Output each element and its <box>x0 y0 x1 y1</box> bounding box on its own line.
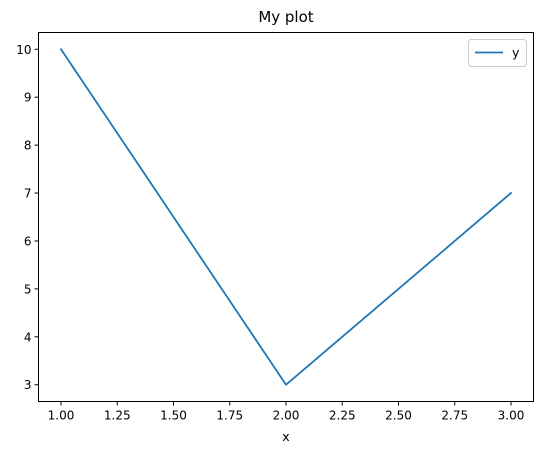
y-tick-label: 9 <box>24 91 32 105</box>
y-tick-label: 6 <box>24 234 32 248</box>
y-tick-label: 3 <box>24 378 32 392</box>
y-axis-ticks: 3 4 5 6 7 8 9 10 <box>16 43 39 392</box>
legend: y <box>468 39 527 67</box>
x-tick-label: 2.25 <box>329 409 356 423</box>
axes-frame <box>38 32 534 402</box>
y-tick-label: 5 <box>24 282 32 296</box>
plot-area: 1.00 1.25 1.50 1.75 2.00 2.25 2.50 2.75 3.00 3 4 5… <box>16 32 534 423</box>
x-tick-label: 1.50 <box>160 409 187 423</box>
x-axis-label: x <box>282 429 289 444</box>
legend-label-y: y <box>512 45 520 60</box>
y-tick-label: 8 <box>24 139 32 153</box>
y-tick-label: 7 <box>24 187 32 201</box>
x-tick-label: 1.75 <box>216 409 243 423</box>
x-tick-label: 1.00 <box>48 409 75 423</box>
series-line-y <box>59 48 513 386</box>
x-tick-label: 1.25 <box>104 409 131 423</box>
chart-title: My plot <box>258 8 313 26</box>
y-tick-label: 4 <box>24 330 32 344</box>
x-tick-label: 2.00 <box>273 409 300 423</box>
x-tick-label: 2.50 <box>385 409 412 423</box>
x-tick-label: 3.00 <box>498 409 525 423</box>
y-tick-label: 10 <box>16 43 31 57</box>
x-tick-label: 2.75 <box>441 409 468 423</box>
x-axis-ticks: 1.00 1.25 1.50 1.75 2.00 2.25 2.50 2.75 3.00 <box>48 401 525 423</box>
series-layer <box>59 48 513 386</box>
